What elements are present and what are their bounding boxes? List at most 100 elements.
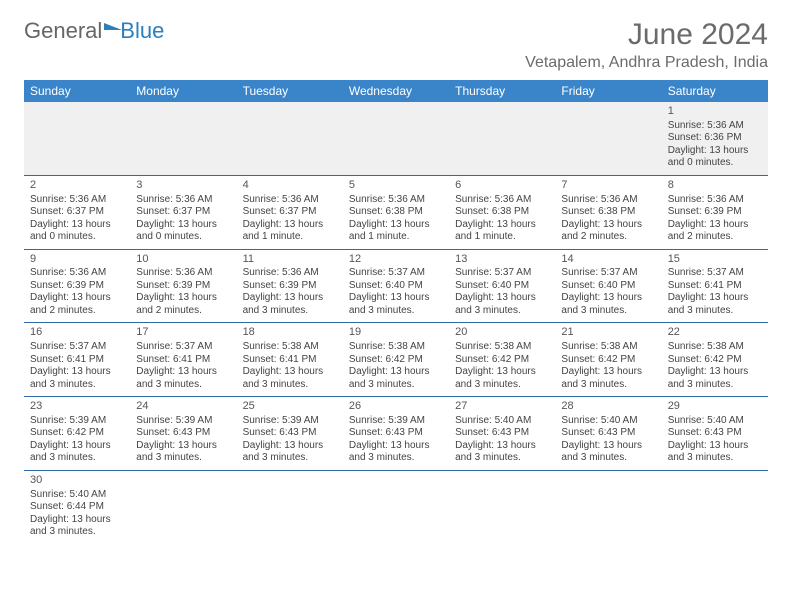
calendar-cell: 21Sunrise: 5:38 AMSunset: 6:42 PMDayligh… <box>555 323 661 397</box>
day-number: 22 <box>668 326 762 340</box>
day-number: 4 <box>243 179 337 193</box>
calendar-cell: 20Sunrise: 5:38 AMSunset: 6:42 PMDayligh… <box>449 323 555 397</box>
daylight-line: Daylight: 13 hours and 3 minutes. <box>136 440 230 465</box>
sunset-line: Sunset: 6:39 PM <box>30 280 124 293</box>
day-header: Saturday <box>662 80 768 102</box>
flag-icon <box>104 23 122 30</box>
logo: General Blue <box>24 18 164 44</box>
sunrise-line: Sunrise: 5:36 AM <box>136 267 230 280</box>
calendar-cell: 14Sunrise: 5:37 AMSunset: 6:40 PMDayligh… <box>555 249 661 323</box>
day-number: 7 <box>561 179 655 193</box>
sunrise-line: Sunrise: 5:40 AM <box>30 489 124 502</box>
sunset-line: Sunset: 6:42 PM <box>455 354 549 367</box>
sunrise-line: Sunrise: 5:36 AM <box>243 267 337 280</box>
sunrise-line: Sunrise: 5:37 AM <box>136 341 230 354</box>
calendar-cell <box>24 102 130 175</box>
daylight-line: Daylight: 13 hours and 3 minutes. <box>561 440 655 465</box>
sunrise-line: Sunrise: 5:36 AM <box>30 267 124 280</box>
calendar-cell: 16Sunrise: 5:37 AMSunset: 6:41 PMDayligh… <box>24 323 130 397</box>
calendar-cell: 30Sunrise: 5:40 AMSunset: 6:44 PMDayligh… <box>24 470 130 543</box>
daylight-line: Daylight: 13 hours and 3 minutes. <box>561 292 655 317</box>
sunset-line: Sunset: 6:41 PM <box>30 354 124 367</box>
day-number: 15 <box>668 253 762 267</box>
sunrise-line: Sunrise: 5:40 AM <box>561 415 655 428</box>
calendar-cell: 13Sunrise: 5:37 AMSunset: 6:40 PMDayligh… <box>449 249 555 323</box>
daylight-line: Daylight: 13 hours and 3 minutes. <box>349 292 443 317</box>
sunrise-line: Sunrise: 5:36 AM <box>668 120 762 133</box>
day-header: Wednesday <box>343 80 449 102</box>
daylight-line: Daylight: 13 hours and 2 minutes. <box>136 292 230 317</box>
sunrise-line: Sunrise: 5:36 AM <box>455 194 549 207</box>
day-number: 27 <box>455 400 549 414</box>
sunrise-line: Sunrise: 5:37 AM <box>349 267 443 280</box>
sunrise-line: Sunrise: 5:36 AM <box>668 194 762 207</box>
sunset-line: Sunset: 6:42 PM <box>349 354 443 367</box>
sunrise-line: Sunrise: 5:37 AM <box>455 267 549 280</box>
calendar-cell: 4Sunrise: 5:36 AMSunset: 6:37 PMDaylight… <box>237 175 343 249</box>
day-number: 23 <box>30 400 124 414</box>
day-number: 18 <box>243 326 337 340</box>
month-title: June 2024 <box>525 18 768 52</box>
sunrise-line: Sunrise: 5:36 AM <box>30 194 124 207</box>
sunrise-line: Sunrise: 5:37 AM <box>561 267 655 280</box>
sunset-line: Sunset: 6:37 PM <box>136 206 230 219</box>
sunset-line: Sunset: 6:43 PM <box>136 427 230 440</box>
day-header: Monday <box>130 80 236 102</box>
day-number: 13 <box>455 253 549 267</box>
sunset-line: Sunset: 6:42 PM <box>561 354 655 367</box>
daylight-line: Daylight: 13 hours and 3 minutes. <box>349 366 443 391</box>
sunrise-line: Sunrise: 5:37 AM <box>668 267 762 280</box>
sunset-line: Sunset: 6:41 PM <box>136 354 230 367</box>
daylight-line: Daylight: 13 hours and 1 minute. <box>455 219 549 244</box>
sunset-line: Sunset: 6:43 PM <box>668 427 762 440</box>
daylight-line: Daylight: 13 hours and 0 minutes. <box>668 145 762 170</box>
sunrise-line: Sunrise: 5:39 AM <box>349 415 443 428</box>
daylight-line: Daylight: 13 hours and 3 minutes. <box>349 440 443 465</box>
day-number: 14 <box>561 253 655 267</box>
calendar-cell: 1Sunrise: 5:36 AMSunset: 6:36 PMDaylight… <box>662 102 768 175</box>
day-number: 9 <box>30 253 124 267</box>
sunrise-line: Sunrise: 5:40 AM <box>455 415 549 428</box>
daylight-line: Daylight: 13 hours and 3 minutes. <box>30 366 124 391</box>
day-number: 17 <box>136 326 230 340</box>
daylight-line: Daylight: 13 hours and 3 minutes. <box>668 440 762 465</box>
sunrise-line: Sunrise: 5:40 AM <box>668 415 762 428</box>
logo-text-1: General <box>24 18 102 44</box>
calendar-cell <box>449 102 555 175</box>
sunset-line: Sunset: 6:41 PM <box>243 354 337 367</box>
logo-text-2: Blue <box>120 18 164 44</box>
daylight-line: Daylight: 13 hours and 3 minutes. <box>243 292 337 317</box>
sunset-line: Sunset: 6:42 PM <box>668 354 762 367</box>
calendar-cell: 26Sunrise: 5:39 AMSunset: 6:43 PMDayligh… <box>343 397 449 471</box>
sunrise-line: Sunrise: 5:38 AM <box>243 341 337 354</box>
sunset-line: Sunset: 6:36 PM <box>668 132 762 145</box>
sunset-line: Sunset: 6:44 PM <box>30 501 124 514</box>
day-number: 20 <box>455 326 549 340</box>
calendar-cell: 22Sunrise: 5:38 AMSunset: 6:42 PMDayligh… <box>662 323 768 397</box>
calendar-cell: 18Sunrise: 5:38 AMSunset: 6:41 PMDayligh… <box>237 323 343 397</box>
day-number: 10 <box>136 253 230 267</box>
sunset-line: Sunset: 6:39 PM <box>243 280 337 293</box>
calendar-cell: 19Sunrise: 5:38 AMSunset: 6:42 PMDayligh… <box>343 323 449 397</box>
daylight-line: Daylight: 13 hours and 0 minutes. <box>30 219 124 244</box>
sunset-line: Sunset: 6:38 PM <box>455 206 549 219</box>
day-number: 6 <box>455 179 549 193</box>
calendar-cell: 17Sunrise: 5:37 AMSunset: 6:41 PMDayligh… <box>130 323 236 397</box>
daylight-line: Daylight: 13 hours and 3 minutes. <box>30 514 124 539</box>
sunrise-line: Sunrise: 5:38 AM <box>349 341 443 354</box>
daylight-line: Daylight: 13 hours and 3 minutes. <box>30 440 124 465</box>
daylight-line: Daylight: 13 hours and 3 minutes. <box>668 292 762 317</box>
daylight-line: Daylight: 13 hours and 1 minute. <box>349 219 443 244</box>
calendar-cell: 27Sunrise: 5:40 AMSunset: 6:43 PMDayligh… <box>449 397 555 471</box>
day-header: Friday <box>555 80 661 102</box>
day-number: 5 <box>349 179 443 193</box>
sunrise-line: Sunrise: 5:36 AM <box>136 194 230 207</box>
calendar-cell: 24Sunrise: 5:39 AMSunset: 6:43 PMDayligh… <box>130 397 236 471</box>
calendar-cell: 6Sunrise: 5:36 AMSunset: 6:38 PMDaylight… <box>449 175 555 249</box>
sunset-line: Sunset: 6:40 PM <box>561 280 655 293</box>
sunset-line: Sunset: 6:43 PM <box>455 427 549 440</box>
sunset-line: Sunset: 6:37 PM <box>243 206 337 219</box>
calendar-cell <box>449 470 555 543</box>
sunset-line: Sunset: 6:38 PM <box>561 206 655 219</box>
sunset-line: Sunset: 6:43 PM <box>349 427 443 440</box>
